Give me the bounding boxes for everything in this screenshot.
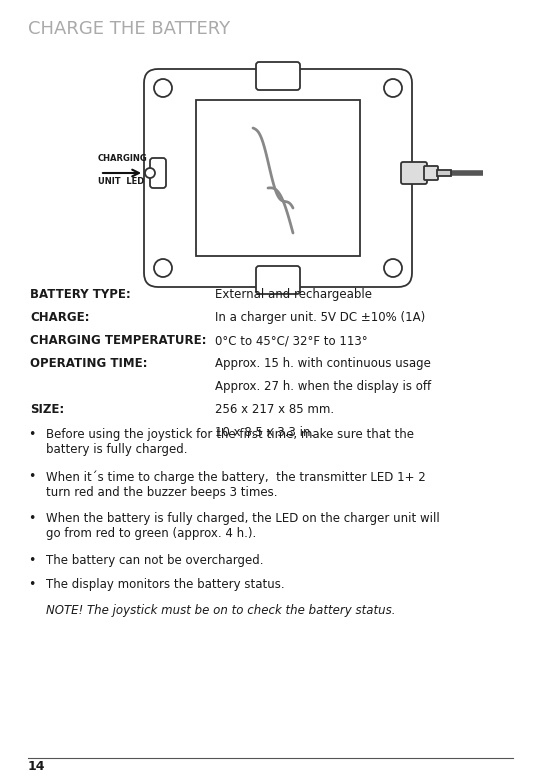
Bar (196, 100, 360, 256)
Text: •: • (28, 578, 35, 591)
Text: BATTERY TYPE:: BATTERY TYPE: (30, 288, 131, 301)
Text: When it´s time to charge the battery,  the transmitter LED 1+ 2
turn red and the: When it´s time to charge the battery, th… (46, 470, 426, 499)
Text: The battery can not be overcharged.: The battery can not be overcharged. (46, 554, 263, 567)
Text: UNIT  LED: UNIT LED (98, 177, 144, 186)
Circle shape (384, 259, 402, 277)
Text: •: • (28, 554, 35, 567)
Text: Approx. 15 h. with continuous usage: Approx. 15 h. with continuous usage (215, 357, 431, 370)
Text: External and rechargeable: External and rechargeable (215, 288, 372, 301)
Text: CHARGING TEMPERATURE:: CHARGING TEMPERATURE: (30, 334, 207, 347)
Text: CHARGE:: CHARGE: (30, 311, 89, 324)
Text: When the battery is fully charged, the LED on the charger unit will
go from red : When the battery is fully charged, the L… (46, 512, 440, 540)
FancyBboxPatch shape (150, 158, 166, 188)
Text: •: • (28, 428, 35, 441)
Text: In a charger unit. 5V DC ±10% (1A): In a charger unit. 5V DC ±10% (1A) (215, 311, 425, 324)
Text: CHARGING: CHARGING (98, 154, 148, 163)
Text: The display monitors the battery status.: The display monitors the battery status. (46, 578, 285, 591)
Text: Approx. 27 h. when the display is off: Approx. 27 h. when the display is off (215, 380, 431, 393)
Text: 0°C to 45°C/ 32°F to 113°: 0°C to 45°C/ 32°F to 113° (215, 334, 368, 347)
FancyBboxPatch shape (256, 266, 300, 294)
Bar (437, 170, 451, 176)
Text: •: • (28, 470, 35, 483)
Text: SIZE:: SIZE: (30, 403, 64, 416)
Text: NOTE! The joystick must be on to check the battery status.: NOTE! The joystick must be on to check t… (46, 604, 395, 617)
Circle shape (145, 168, 155, 178)
FancyBboxPatch shape (401, 162, 427, 184)
Text: Before using the joystick for the first time, make sure that the
battery is full: Before using the joystick for the first … (46, 428, 414, 456)
Text: CHARGE THE BATTERY: CHARGE THE BATTERY (28, 20, 230, 38)
Text: •: • (28, 512, 35, 525)
Circle shape (384, 79, 402, 97)
Circle shape (154, 79, 172, 97)
Text: 10 x 8.5 x 3.3 in.: 10 x 8.5 x 3.3 in. (215, 426, 314, 439)
FancyBboxPatch shape (256, 62, 300, 90)
Circle shape (154, 259, 172, 277)
Text: OPERATING TIME:: OPERATING TIME: (30, 357, 148, 370)
Text: 14: 14 (28, 760, 45, 773)
FancyBboxPatch shape (424, 166, 438, 180)
Text: 256 x 217 x 85 mm.: 256 x 217 x 85 mm. (215, 403, 334, 416)
FancyBboxPatch shape (144, 69, 412, 287)
